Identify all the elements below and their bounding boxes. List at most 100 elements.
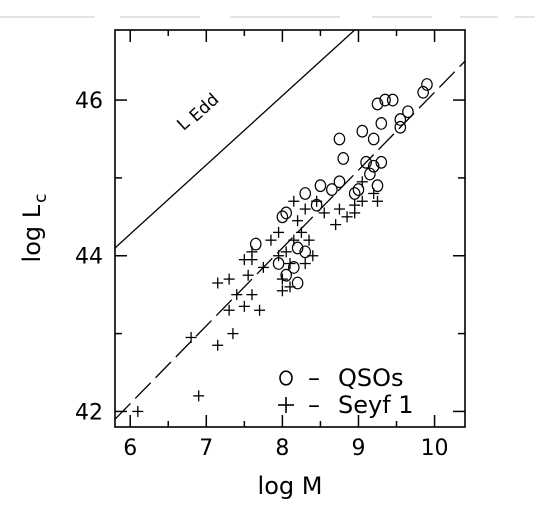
tick-labels: 6 7 8 9 10 42 44 46 <box>75 89 449 461</box>
qso-point <box>291 241 304 255</box>
seyfert-point <box>368 187 380 199</box>
x-tick-label: 6 <box>123 436 137 461</box>
seyfert-point <box>223 273 235 285</box>
legend-entry: – QSOs <box>279 364 404 392</box>
qso-point <box>402 105 414 119</box>
plot-frame <box>114 29 466 428</box>
qso-point <box>371 179 384 193</box>
qso-point <box>375 117 388 130</box>
seyfert-point <box>223 304 235 316</box>
x-tick-label: 9 <box>351 436 365 461</box>
seyfert-point <box>273 250 285 262</box>
seyfert-point <box>212 339 224 351</box>
seyfert-point <box>288 195 300 207</box>
seyfert-point <box>356 176 368 188</box>
legend: – QSOs– Seyf 1 <box>278 364 414 419</box>
reference-lines <box>115 30 465 420</box>
qso-point <box>280 206 292 220</box>
legend-dash: – <box>308 364 320 392</box>
qso-point <box>394 113 407 126</box>
qso-point <box>421 78 433 91</box>
y-tick-label: 42 <box>75 400 103 425</box>
seyfert-point <box>292 215 304 227</box>
legend-dash: – <box>308 391 320 419</box>
qso-point <box>314 179 327 193</box>
seyfert-point <box>333 203 345 215</box>
seyfert-point <box>254 304 266 316</box>
qso-point <box>249 237 262 251</box>
axis-ticks <box>115 30 465 427</box>
y-axis-title: log Lc <box>18 194 51 263</box>
legend-entry: – Seyf 1 <box>278 391 414 419</box>
legend-marker-circle <box>279 370 293 386</box>
seyfert-point <box>276 273 288 285</box>
qso-point <box>367 132 380 146</box>
qso-point <box>299 245 312 259</box>
seyfert-point <box>132 405 144 417</box>
seyfert-point <box>227 328 239 340</box>
qso-point <box>333 132 346 146</box>
y-axis-title-main: log L <box>18 204 46 262</box>
seyfert-point <box>246 254 258 266</box>
qso-point <box>386 93 399 107</box>
eddington-label-sub: Edd <box>186 90 223 127</box>
y-tick-label: 46 <box>75 89 103 114</box>
qso-point <box>299 187 312 200</box>
qso-point <box>371 97 384 111</box>
x-tick-label: 8 <box>275 436 289 461</box>
qso-point <box>375 155 388 169</box>
seyfert-point <box>193 390 205 402</box>
qso-point <box>280 268 292 282</box>
seyfert-point <box>242 269 254 281</box>
seyfert-point <box>307 250 319 262</box>
seyfert-point <box>356 195 368 207</box>
seyfert-point <box>265 234 277 246</box>
qso-point <box>326 183 338 196</box>
legend-label: Seyf 1 <box>338 391 414 419</box>
y-axis-title-subscript: c <box>31 194 51 203</box>
seyfert-point <box>311 195 323 207</box>
qso-point <box>291 276 304 290</box>
eddington-line <box>115 30 356 249</box>
qso-point <box>288 261 300 274</box>
seyfert-point <box>349 199 361 211</box>
x-axis-title: log M <box>258 472 323 500</box>
seyfert-point <box>288 234 300 246</box>
seyfert-point <box>212 277 224 289</box>
qso-point <box>394 120 407 134</box>
legend-label: QSOs <box>338 364 404 392</box>
seyfert-point <box>284 281 296 293</box>
qso-point <box>367 159 380 173</box>
seyfert-point <box>284 258 296 270</box>
seyfert-point <box>330 219 342 231</box>
qso-point <box>356 124 369 138</box>
seyfert-point <box>303 234 315 246</box>
seyfert-point <box>276 285 288 297</box>
seyfert-point <box>341 211 353 223</box>
seyfert-point <box>280 246 292 258</box>
qso-point <box>379 93 391 107</box>
qso-point <box>348 187 361 200</box>
seyfert-point <box>246 289 258 301</box>
qso-point <box>417 85 429 99</box>
qso-point <box>333 175 346 189</box>
seyfert-point <box>299 258 311 270</box>
qso-point <box>276 210 289 224</box>
seyfert-point <box>318 207 330 219</box>
data-points <box>132 78 433 417</box>
qso-point <box>360 155 372 169</box>
seyfert-point <box>238 300 250 312</box>
x-tick-label: 10 <box>421 436 449 461</box>
seyfert-point <box>185 331 197 343</box>
seyfert-point <box>257 261 269 273</box>
x-tick-label: 7 <box>199 436 213 461</box>
seyfert-point <box>273 226 285 238</box>
seyfert-point <box>231 289 243 301</box>
seyfert-point <box>295 226 307 238</box>
qso-point <box>364 167 376 181</box>
y-tick-label: 44 <box>75 245 103 270</box>
seyfert-point <box>299 203 311 215</box>
